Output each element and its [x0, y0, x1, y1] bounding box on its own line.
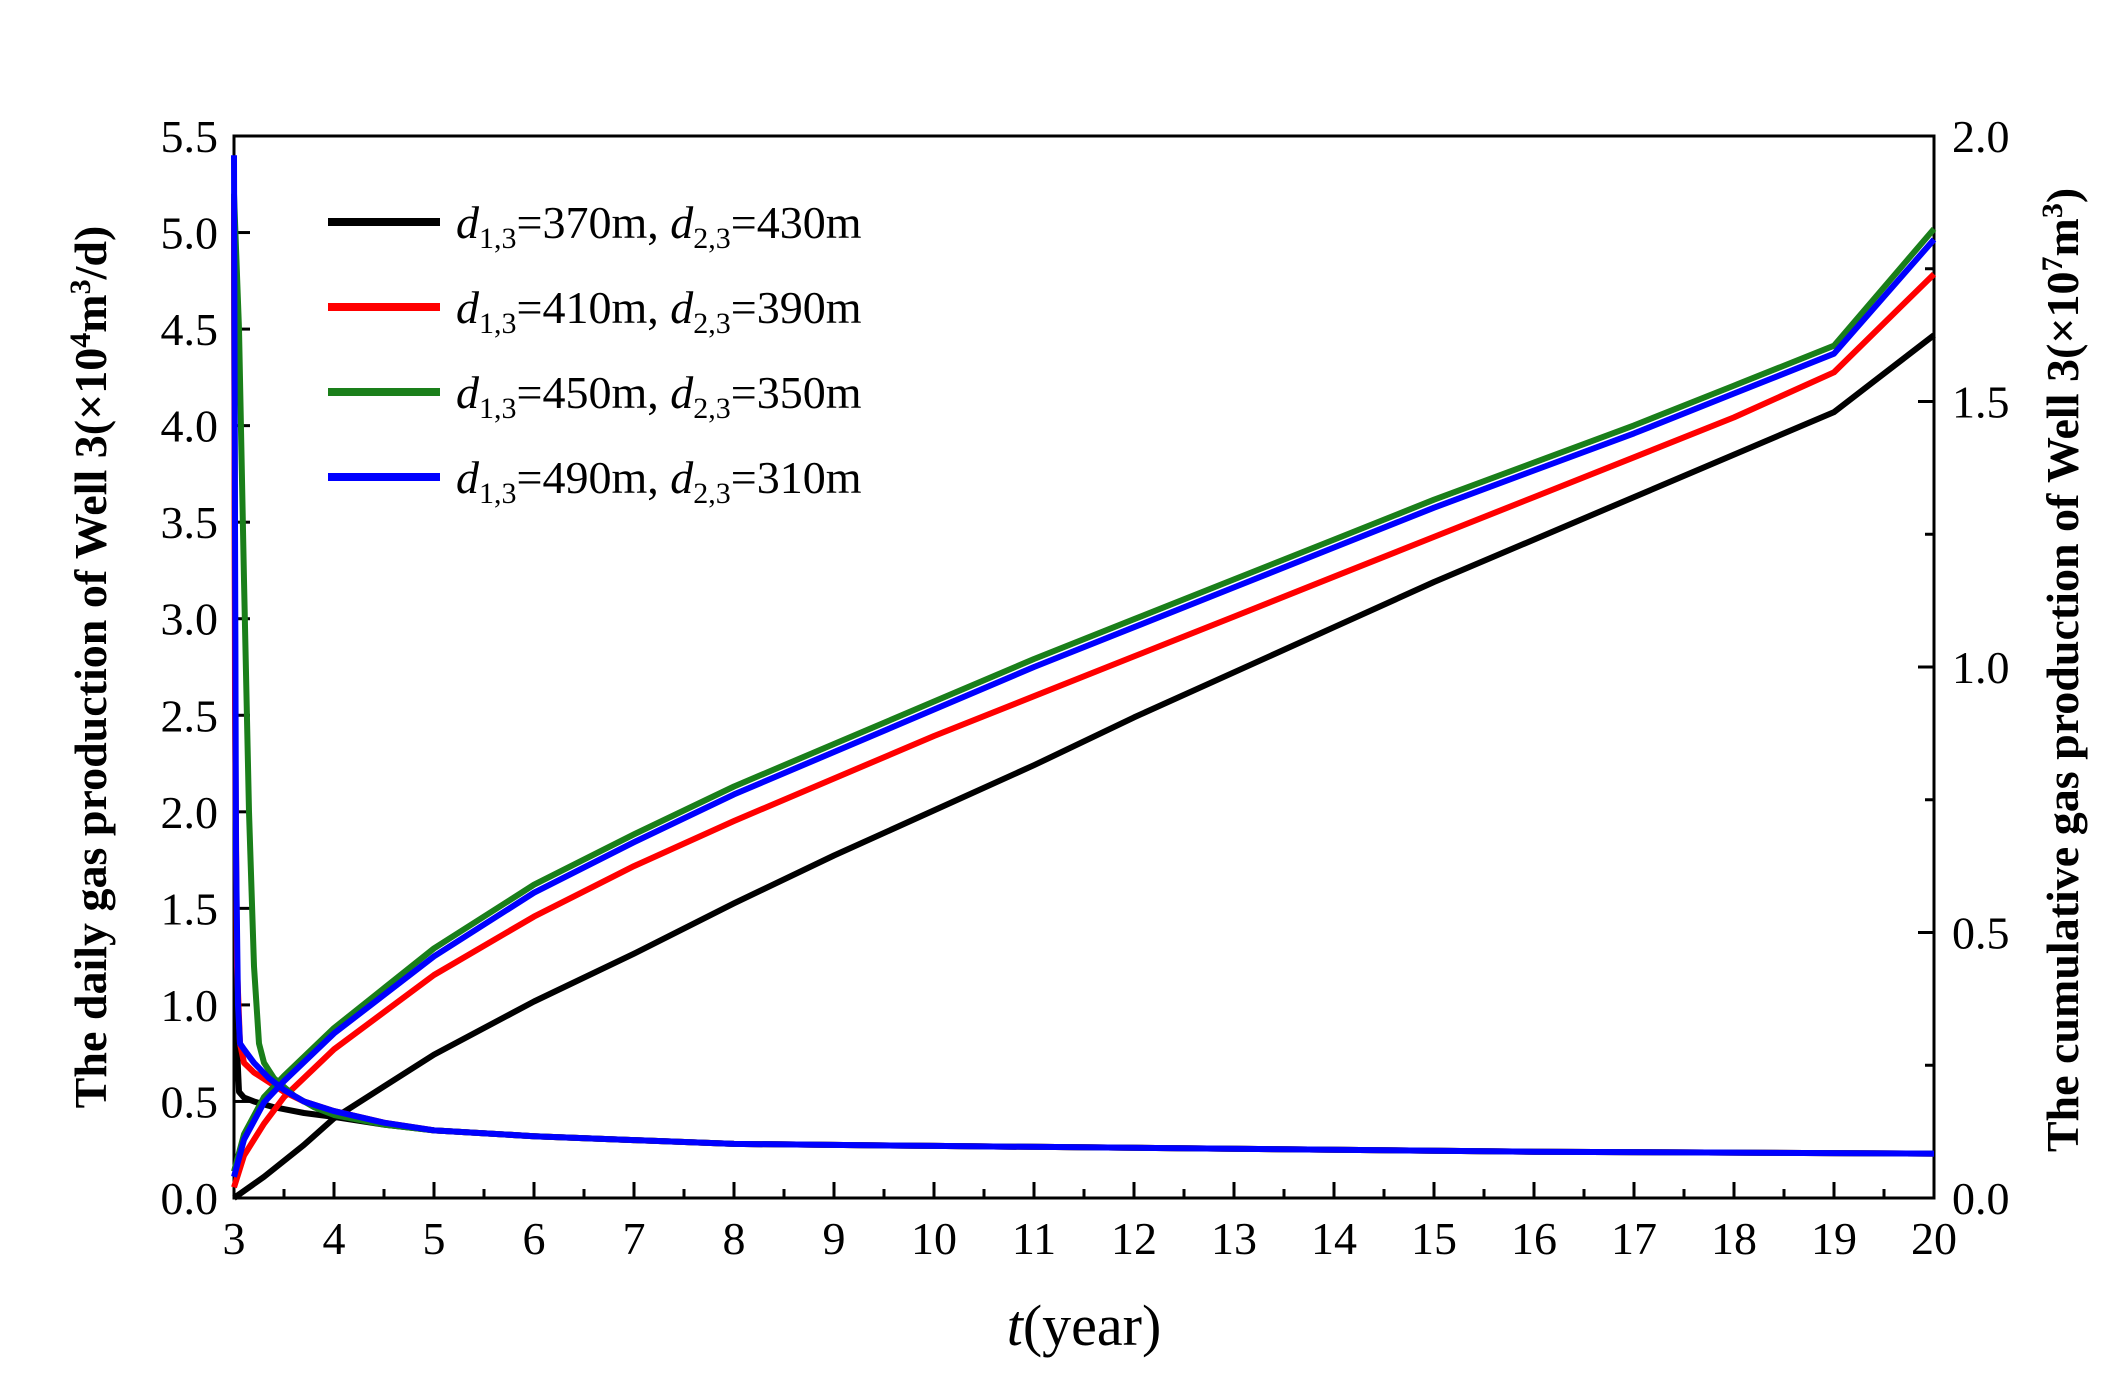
y-tick-label: 5.0 — [161, 208, 219, 259]
x-axis-title-italic: t — [1007, 1293, 1025, 1358]
x-tick-label: 10 — [911, 1213, 957, 1264]
legend-label-0: d1,3=370m, d2,3=430m — [456, 197, 862, 255]
y-tick-label: 0.5 — [161, 1076, 219, 1127]
y2-tick-label: 0.5 — [1952, 908, 2010, 959]
legend: d1,3=370m, d2,3=430m d1,3=410m, d2,3=390… — [328, 197, 862, 510]
x-tick-label: 3 — [223, 1213, 246, 1264]
legend-entry: d1,3=490m, d2,3=310m — [328, 452, 862, 510]
y-axis-title-text: The daily gas production of Well 3(×10 — [65, 348, 116, 1109]
x-tick-label: 6 — [523, 1213, 546, 1264]
y2-axis-title-sup2: 3 — [2036, 203, 2069, 218]
x-tick-label: 18 — [1711, 1213, 1757, 1264]
y2-axis-title: The cumulative gas production of Well 3(… — [2036, 188, 2089, 1152]
y-tick-label: 3.0 — [161, 594, 219, 645]
y2-axis-title-sup1: 7 — [2036, 256, 2069, 271]
x-tick-label: 19 — [1811, 1213, 1857, 1264]
x-tick-label: 17 — [1611, 1213, 1657, 1264]
y-axis-title-tail: /d) — [65, 226, 116, 281]
y2-tick-label: 1.0 — [1952, 642, 2010, 693]
legend-label-1: d1,3=410m, d2,3=390m — [456, 282, 862, 340]
y-axis-title: The daily gas production of Well 3(×104m… — [64, 226, 117, 1109]
y-tick-label: 4.0 — [161, 401, 219, 452]
y-axis-title-sup2: 3 — [64, 279, 97, 294]
x-tick-label: 4 — [323, 1213, 346, 1264]
x-tick-label: 5 — [423, 1213, 446, 1264]
y-axis-tick-labels: 0.0 0.5 1.0 1.5 2.0 2.5 3.0 3.5 4.0 4.5 5.0 5.5 — [161, 111, 219, 1224]
x-tick-label: 11 — [1012, 1213, 1056, 1264]
x-tick-label: 8 — [723, 1213, 746, 1264]
y2-tick-label: 2.0 — [1952, 111, 2010, 162]
y-tick-label: 1.0 — [161, 980, 219, 1031]
y-tick-label: 3.5 — [161, 497, 219, 548]
x-tick-label: 15 — [1411, 1213, 1457, 1264]
legend-label-2: d1,3=450m, d2,3=350m — [456, 367, 862, 425]
y-tick-label: 2.5 — [161, 690, 219, 741]
y2-axis-title-tail: ) — [2037, 188, 2088, 203]
x-tick-label: 13 — [1211, 1213, 1257, 1264]
legend-label-3: d1,3=490m, d2,3=310m — [456, 452, 862, 510]
x-tick-label: 9 — [823, 1213, 846, 1264]
daily-line-3 — [231, 155, 1935, 1157]
plot-area-frame — [232, 134, 1936, 1200]
legend-entry: d1,3=410m, d2,3=390m — [328, 282, 862, 340]
y-axis-title-sup1: 4 — [64, 333, 97, 348]
y2-tick-label: 0.0 — [1952, 1173, 2010, 1224]
y2-tick-label: 1.5 — [1952, 377, 2010, 428]
x-tick-label: 7 — [623, 1213, 646, 1264]
y-tick-label: 1.5 — [161, 883, 219, 934]
y-tick-label: 2.0 — [161, 787, 219, 838]
series-lines — [231, 155, 1937, 1201]
y-tick-label: 5.5 — [161, 111, 219, 162]
axis-ticks — [232, 134, 1936, 1200]
y2-axis-title-mid: m — [2037, 218, 2088, 256]
y2-axis-title-text: The cumulative gas production of Well 3(… — [2037, 271, 2088, 1152]
cumulative-line-2 — [231, 226, 1937, 1173]
x-tick-label: 20 — [1911, 1213, 1957, 1264]
x-tick-label: 12 — [1111, 1213, 1157, 1264]
x-tick-label: 16 — [1511, 1213, 1557, 1264]
y2-axis-tick-labels: 0.0 0.5 1.0 1.5 2.0 — [1952, 111, 2010, 1224]
x-axis-title-rest: (year) — [1023, 1293, 1161, 1358]
y-tick-label: 0.0 — [161, 1173, 219, 1224]
cumulative-line-3 — [231, 237, 1937, 1178]
x-tick-label: 14 — [1311, 1213, 1357, 1264]
legend-entry: d1,3=450m, d2,3=350m — [328, 367, 862, 425]
x-axis-tick-labels: 3 4 5 6 7 8 9 10 11 12 13 14 15 16 17 18 19 20 — [223, 1213, 1958, 1264]
legend-entry: d1,3=370m, d2,3=430m — [328, 197, 862, 255]
cumulative-line-1 — [231, 271, 1937, 1189]
x-axis-title: t(year) — [1007, 1293, 1162, 1358]
y-tick-label: 4.5 — [161, 304, 219, 355]
cumulative-line-0 — [232, 332, 1936, 1201]
y-axis-title-mid: m — [65, 294, 116, 332]
